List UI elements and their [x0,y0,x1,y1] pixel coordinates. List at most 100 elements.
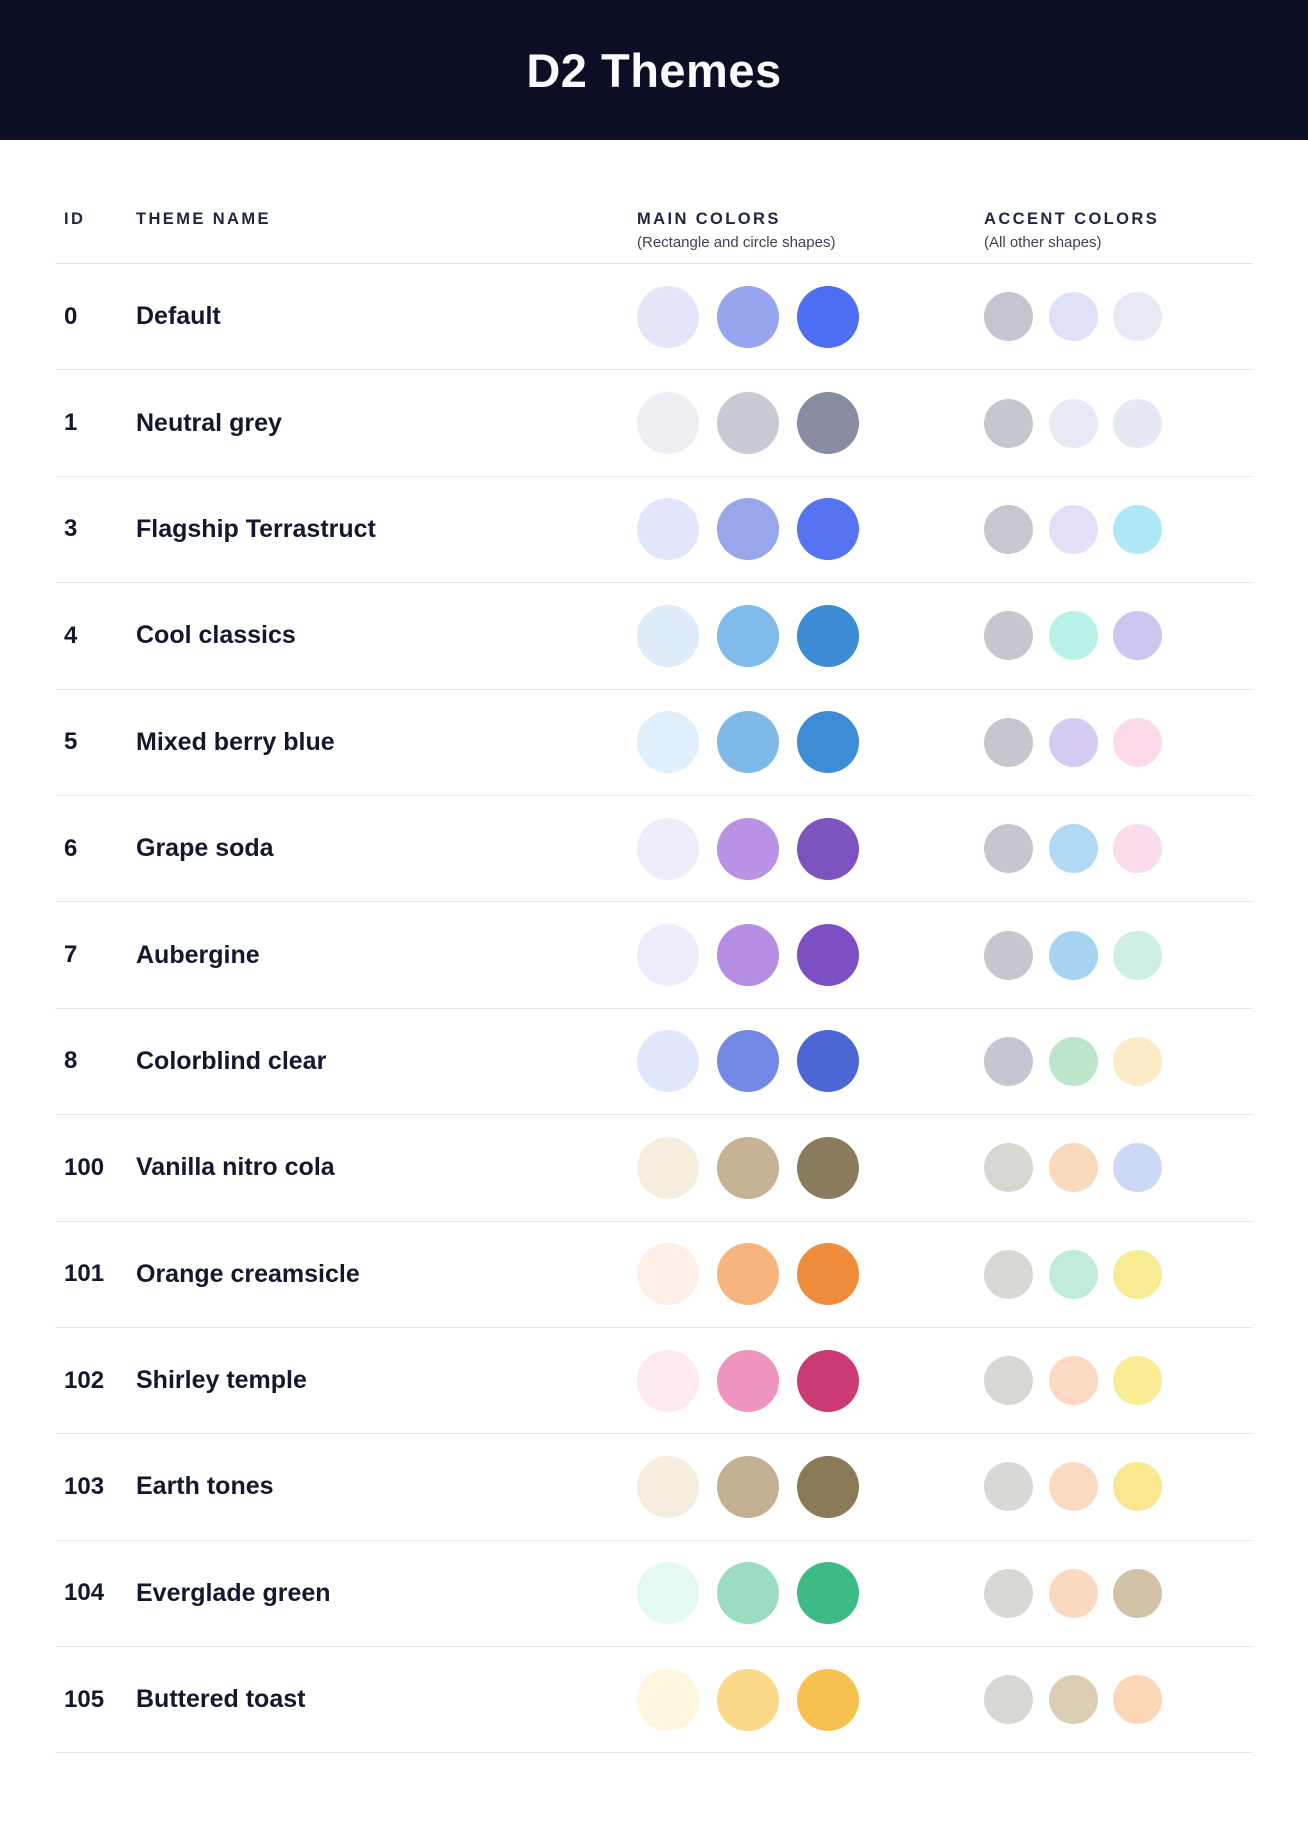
accent-color-swatch-2 [1048,292,1098,342]
accent-color-swatch-1 [984,824,1033,874]
main-color-swatch-1 [637,1243,699,1306]
accent-color-swatches [984,1462,1253,1512]
theme-id: 103 [64,1472,105,1500]
theme-row: 5 Mixed berry blue [55,690,1253,796]
theme-name: Earth tones [136,1472,274,1501]
theme-name: Colorblind clear [136,1046,327,1075]
accent-color-swatch-2 [1048,1568,1098,1618]
main-color-swatch-3 [797,1243,859,1306]
accent-color-swatch-2 [1048,1036,1098,1086]
theme-id: 104 [64,1579,105,1607]
theme-name: Aubergine [136,940,260,969]
theme-name: Everglade green [136,1578,331,1607]
main-color-swatch-3 [797,604,859,667]
theme-id: 0 [64,302,78,330]
theme-row: 3 Flagship Terrastruct [55,477,1253,584]
theme-row: 101 Orange creamsicle [55,1222,1253,1328]
accent-colors-subtitle: (All other shapes) [984,234,1102,251]
accent-color-swatch-2 [1048,824,1098,874]
theme-id: 6 [64,834,78,862]
main-color-swatch-2 [717,392,779,455]
accent-color-swatches [984,1036,1253,1086]
main-color-swatch-2 [717,1136,779,1199]
accent-color-swatch-1 [984,1143,1033,1193]
theme-id: 100 [64,1153,105,1181]
theme-id: 4 [64,621,78,649]
main-color-swatches [637,817,984,880]
accent-color-swatch-3 [1113,1675,1162,1725]
main-color-swatch-2 [717,1668,779,1731]
main-color-swatches [637,1136,984,1199]
accent-color-swatch-1 [984,1675,1033,1725]
theme-name: Grape soda [136,834,274,863]
main-color-swatch-2 [717,604,779,667]
accent-color-swatch-1 [984,1036,1033,1086]
main-color-swatch-1 [637,711,699,774]
main-color-swatch-3 [797,1349,859,1412]
main-color-swatch-1 [637,1349,699,1412]
accent-color-swatches [984,1356,1253,1406]
theme-name: Buttered toast [136,1685,306,1714]
table-header-row: ID THEME NAME MAIN COLORS (Rectangle and… [55,140,1253,264]
main-color-swatch-3 [797,924,859,987]
theme-id: 101 [64,1260,105,1288]
main-color-swatch-2 [717,1030,779,1093]
theme-name: Default [136,302,221,331]
accent-color-swatches [984,824,1253,874]
main-color-swatch-2 [717,1243,779,1306]
accent-color-swatch-3 [1113,611,1162,661]
accent-color-swatch-3 [1113,824,1162,874]
theme-id: 3 [64,515,78,543]
accent-color-swatches [984,1675,1253,1725]
accent-color-swatch-1 [984,717,1033,767]
main-color-swatch-2 [717,285,779,348]
main-color-swatch-2 [717,1349,779,1412]
main-color-swatch-2 [717,924,779,987]
main-color-swatches [637,1349,984,1412]
accent-color-swatch-2 [1048,504,1098,554]
main-color-swatch-1 [637,285,699,348]
theme-row: 1 Neutral grey [55,370,1253,477]
page-title: D2 Themes [526,43,782,97]
accent-color-swatches [984,717,1253,767]
theme-id: 1 [64,409,78,437]
accent-color-swatch-3 [1113,1356,1162,1406]
accent-color-swatch-3 [1113,292,1162,342]
theme-id: 7 [64,941,78,969]
main-color-swatch-1 [637,1668,699,1731]
accent-color-swatch-2 [1048,1462,1098,1512]
main-color-swatches [637,1455,984,1518]
column-header-main-colors: MAIN COLORS (Rectangle and circle shapes… [637,210,984,251]
main-color-swatch-3 [797,1136,859,1199]
theme-name: Flagship Terrastruct [136,514,376,543]
main-color-swatch-3 [797,1668,859,1731]
accent-color-swatch-1 [984,1356,1033,1406]
main-color-swatch-1 [637,392,699,455]
main-color-swatch-1 [637,1455,699,1518]
accent-color-swatch-3 [1113,1143,1162,1193]
accent-color-swatch-3 [1113,1568,1162,1618]
main-color-swatches [637,924,984,987]
accent-color-swatches [984,1249,1253,1299]
accent-color-swatch-3 [1113,504,1162,554]
accent-color-swatch-2 [1048,1143,1098,1193]
column-header-id: ID [64,210,86,228]
accent-color-swatch-2 [1048,398,1098,448]
accent-color-swatches [984,1143,1253,1193]
theme-row: 7 Aubergine [55,902,1253,1009]
theme-name: Mixed berry blue [136,727,335,756]
accent-color-swatch-1 [984,1568,1033,1618]
main-colors-subtitle: (Rectangle and circle shapes) [637,234,836,251]
main-color-swatches [637,711,984,774]
table-body: 0 Default 1 Neutral grey 3 Flagship Terr… [55,264,1253,1754]
accent-color-swatch-2 [1048,1356,1098,1406]
main-color-swatch-3 [797,1455,859,1518]
theme-row: 6 Grape soda [55,796,1253,903]
accent-color-swatch-2 [1048,611,1098,661]
themes-table: ID THEME NAME MAIN COLORS (Rectangle and… [0,140,1308,1754]
main-color-swatch-1 [637,924,699,987]
accent-color-swatch-3 [1113,398,1162,448]
accent-color-swatch-3 [1113,717,1162,767]
accent-colors-label: ACCENT COLORS [984,210,1160,228]
main-color-swatches [637,285,984,348]
